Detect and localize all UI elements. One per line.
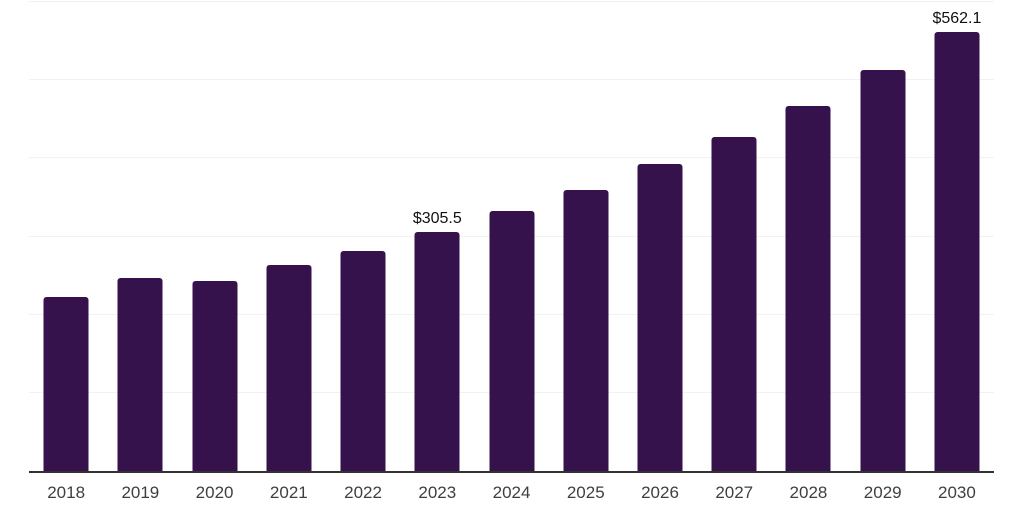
bar-2019 xyxy=(117,277,163,471)
bar-2018 xyxy=(43,296,89,471)
x-tick-2019: 2019 xyxy=(121,483,160,502)
x-tick-2026: 2026 xyxy=(641,483,679,502)
x-tick-2027: 2027 xyxy=(715,483,754,502)
bar-value-label-2030: $562.1 xyxy=(932,9,982,27)
bars-container: $305.5 $562.1 xyxy=(29,2,994,471)
bar-2026 xyxy=(637,164,683,471)
x-tick-2022: 2022 xyxy=(344,483,382,502)
bar-slot-2023: $305.5 xyxy=(400,2,474,471)
bar-slot-2024 xyxy=(474,2,548,471)
x-tick-2030: 2030 xyxy=(938,483,976,502)
x-tick-2020: 2020 xyxy=(195,483,234,502)
bar-2021 xyxy=(266,264,312,471)
bar-slot-2019 xyxy=(103,2,177,471)
x-tick-2021: 2021 xyxy=(269,483,308,502)
bar-2029 xyxy=(860,69,906,471)
bar-slot-2028 xyxy=(771,2,845,471)
bar-slot-2025 xyxy=(549,2,623,471)
gridline-400 xyxy=(29,157,994,159)
x-axis-labels: 2018 2019 2020 2021 2022 2023 2024 2025 2026 2027… xyxy=(29,473,994,501)
bar-slot-2030: $562.1 xyxy=(920,2,994,471)
x-tick-2024: 2024 xyxy=(492,483,531,502)
bar-2020 xyxy=(192,280,238,471)
bar-2023 xyxy=(414,232,460,471)
gridline-600 xyxy=(29,1,994,2)
bar-2027 xyxy=(711,137,757,471)
x-tick-2023: 2023 xyxy=(418,483,457,502)
bar-slot-2022 xyxy=(326,2,400,471)
bar-2028 xyxy=(785,106,831,471)
bar-slot-2026 xyxy=(623,2,697,471)
bar-value-label-2023: $305.5 xyxy=(412,210,462,228)
bar-slot-2018 xyxy=(29,2,103,471)
x-tick-2025: 2025 xyxy=(566,483,605,502)
bar-slot-2027 xyxy=(697,2,771,471)
bar-2025 xyxy=(563,189,609,471)
bar-2022 xyxy=(340,250,386,471)
bar-slot-2020 xyxy=(177,2,251,471)
bar-slot-2029 xyxy=(846,2,920,471)
plot-area: $305.5 $562.1 xyxy=(29,1,994,473)
gridline-500 xyxy=(29,79,994,81)
bar-2030 xyxy=(934,31,980,471)
bar-2024 xyxy=(489,210,535,471)
x-tick-2018: 2018 xyxy=(47,483,86,502)
bar-slot-2021 xyxy=(252,2,326,471)
x-tick-2029: 2029 xyxy=(863,483,902,502)
x-tick-2028: 2028 xyxy=(789,483,828,502)
